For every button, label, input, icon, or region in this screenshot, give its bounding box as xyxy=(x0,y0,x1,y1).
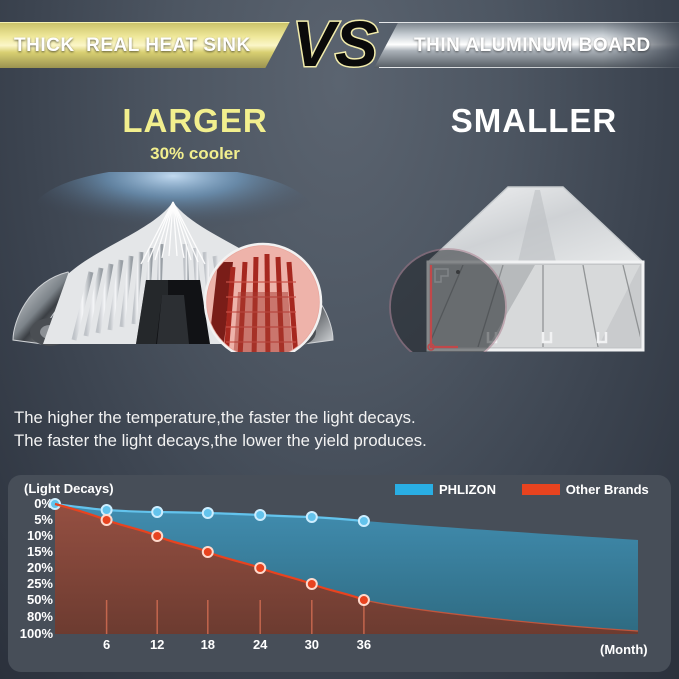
svg-text:30: 30 xyxy=(305,637,319,652)
svg-text:12: 12 xyxy=(150,637,164,652)
svg-text:VS: VS xyxy=(292,8,378,80)
svg-text:24: 24 xyxy=(253,637,268,652)
svg-text:6: 6 xyxy=(103,637,110,652)
svg-text:80%: 80% xyxy=(27,609,53,624)
svg-text:5%: 5% xyxy=(34,512,53,527)
svg-text:50%: 50% xyxy=(27,592,53,607)
svg-text:100%: 100% xyxy=(20,626,54,641)
svg-text:18: 18 xyxy=(201,637,215,652)
svg-text:10%: 10% xyxy=(27,528,53,543)
svg-text:25%: 25% xyxy=(27,576,53,591)
svg-text:36: 36 xyxy=(357,637,371,652)
svg-text:20%: 20% xyxy=(27,560,53,575)
svg-text:15%: 15% xyxy=(27,544,53,559)
